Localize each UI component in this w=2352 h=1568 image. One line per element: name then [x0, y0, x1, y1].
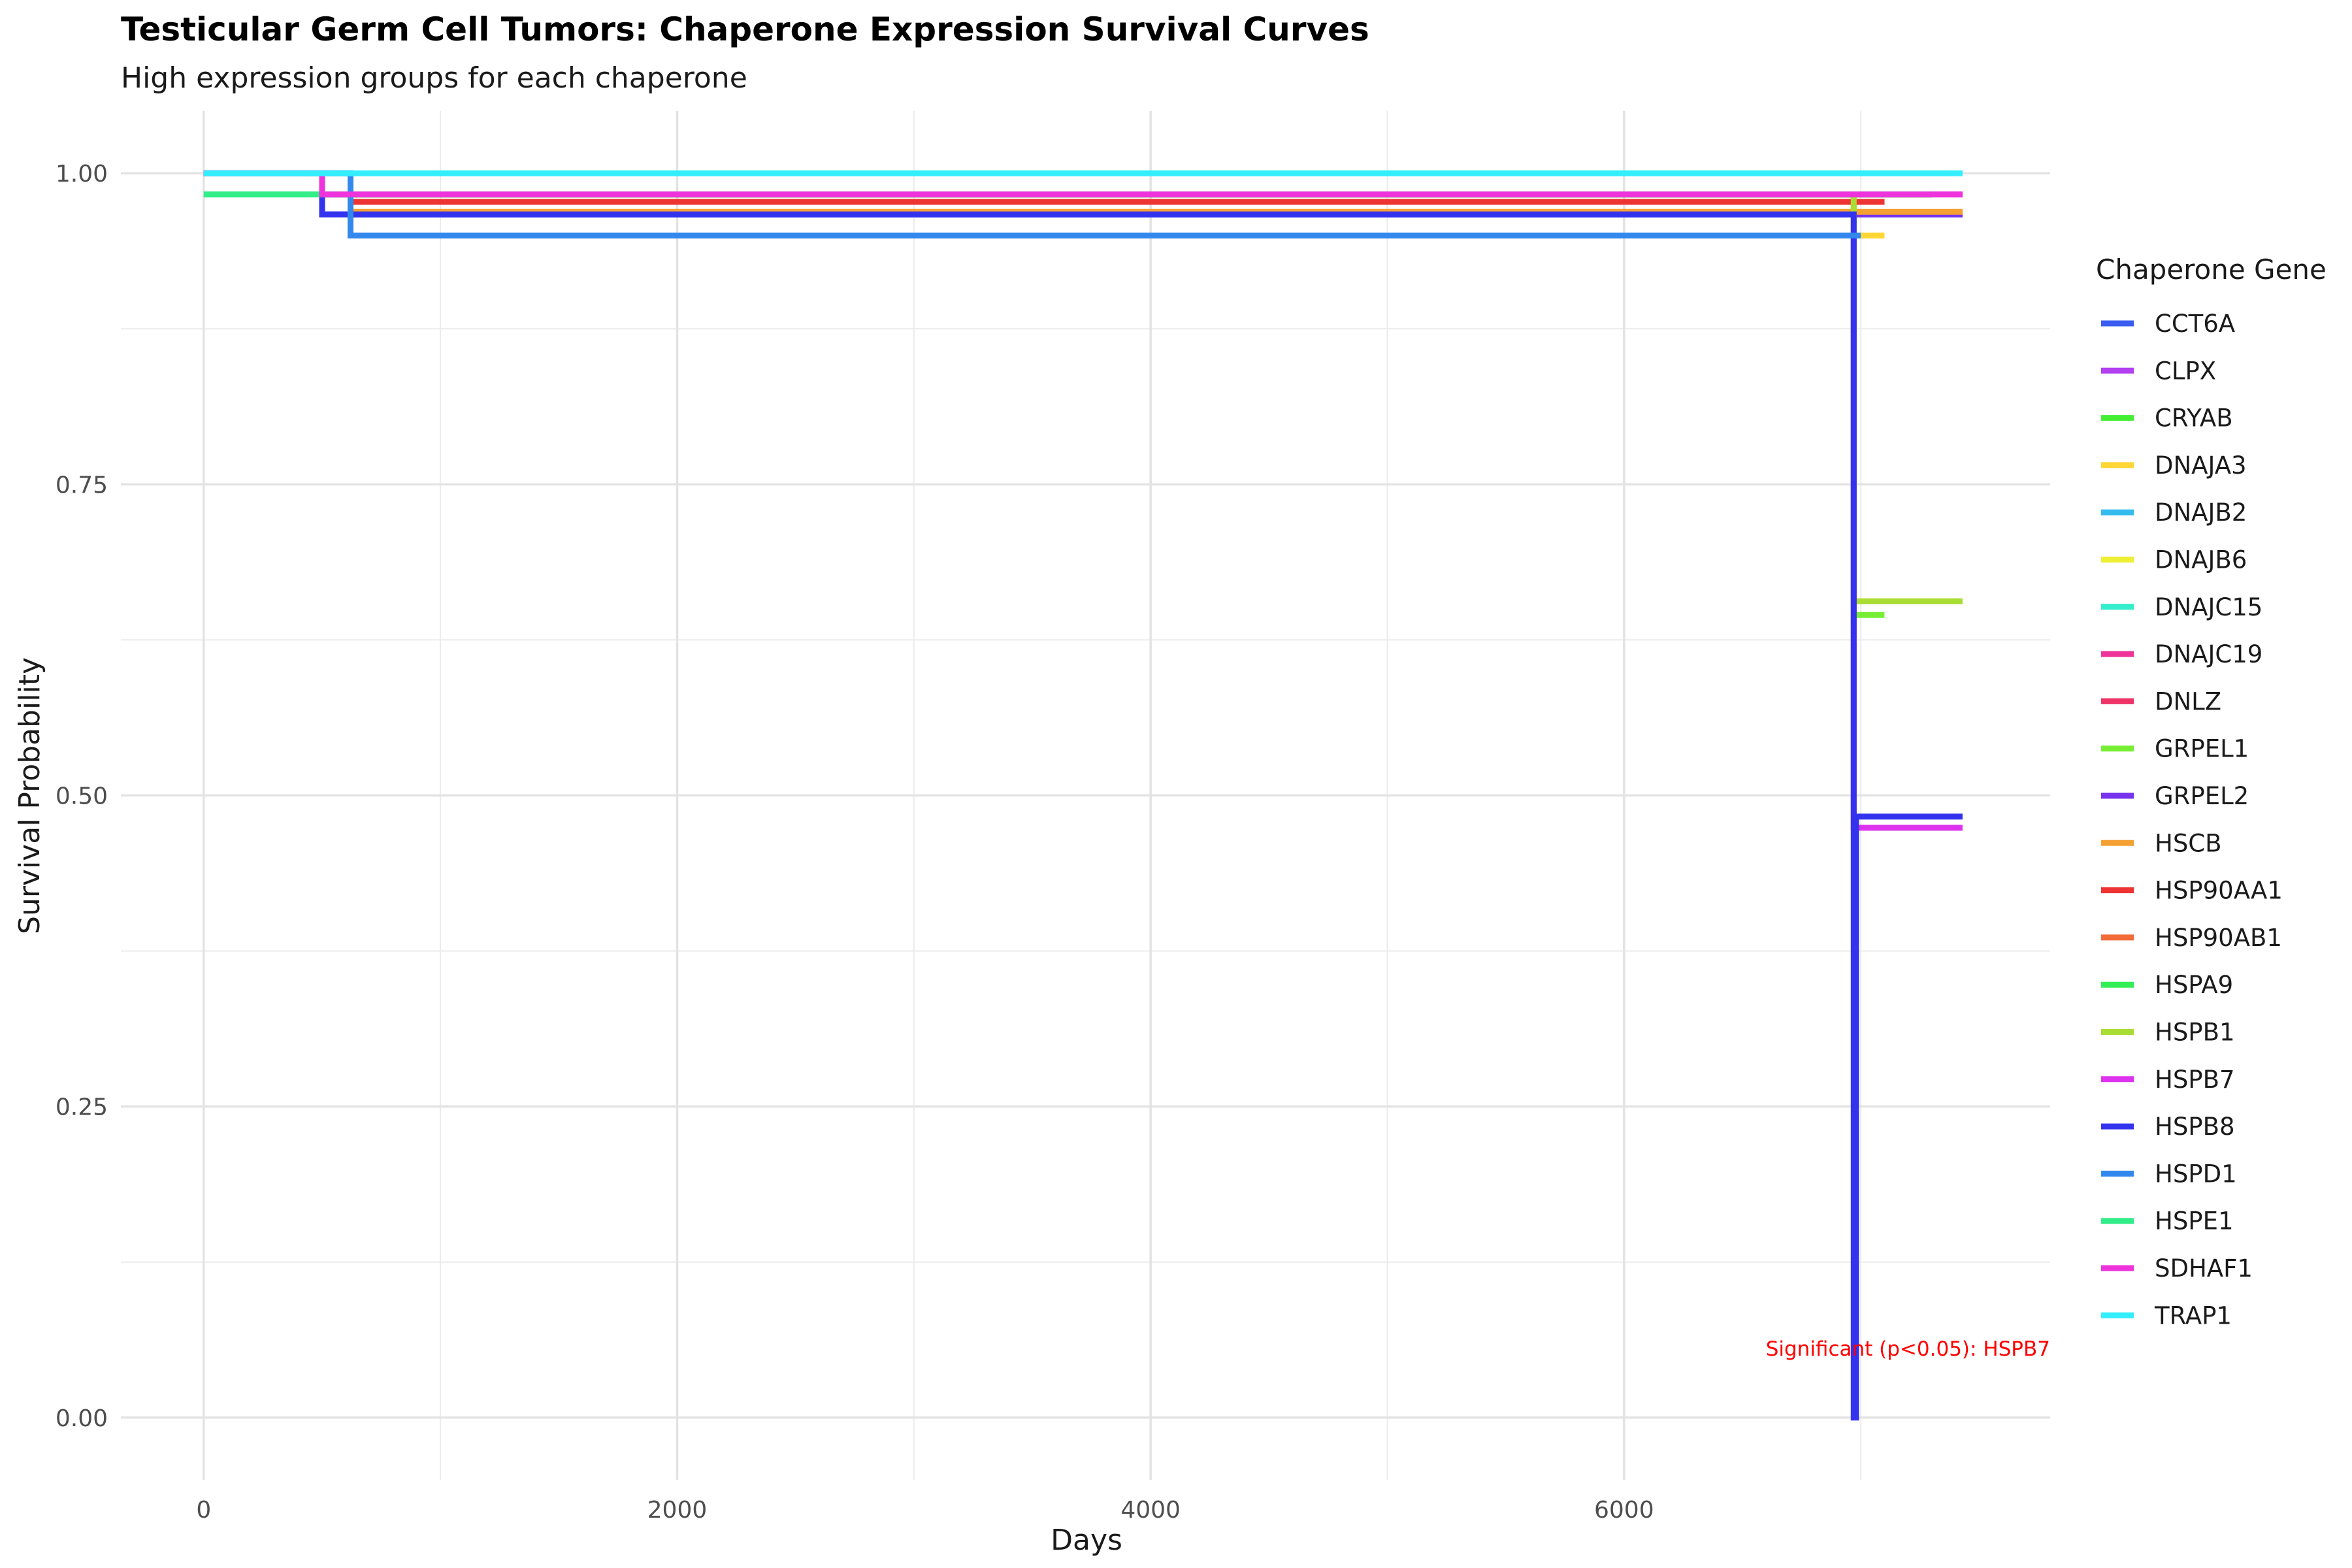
legend-item-dnajc19: DNAJC19	[2101, 640, 2262, 668]
legend-item-dnajb6: DNAJB6	[2101, 546, 2247, 574]
curve-hspb7	[203, 170, 1963, 831]
legend-item-cryab: CRYAB	[2101, 404, 2233, 433]
legend-title: Chaperone Gene	[2096, 253, 2327, 286]
x-tick-label: 2000	[647, 1497, 708, 1524]
curve-grpel1	[203, 170, 1885, 618]
y-tick-label: 0.75	[56, 472, 108, 498]
y-tick-label: 0.00	[56, 1405, 108, 1432]
legend-item-hspb7: HSPB7	[2101, 1066, 2235, 1094]
x-axis-label: Days	[1051, 1524, 1122, 1557]
legend-label: DNAJC15	[2155, 593, 2262, 621]
y-axis-label: Survival Probability	[13, 657, 46, 934]
curve-dnajb6	[203, 170, 1932, 198]
legend-label: HSPB7	[2155, 1066, 2235, 1094]
survival-curves	[203, 170, 1963, 1421]
y-tick-label: 1.00	[56, 161, 108, 188]
y-tick-label: 0.50	[56, 783, 108, 810]
legend-label: HSP90AB1	[2155, 924, 2282, 952]
curve-hsp90aa1	[203, 170, 1885, 205]
legend-label: DNAJA3	[2155, 451, 2247, 480]
significance-annotation: Significant (p<0.05): HSPB7	[1766, 1337, 2050, 1361]
legend-label: HSPD1	[2155, 1160, 2237, 1188]
legend-label: DNAJB2	[2155, 498, 2247, 527]
curve-dnlz	[203, 170, 1885, 205]
y-tick-label: 0.25	[56, 1094, 108, 1121]
legend-label: HSP90AA1	[2155, 877, 2283, 905]
axis-ticks: 0 2000 4000 6000 0.00 0.25 0.50 0.75 1.00	[56, 161, 1654, 1524]
curve-hsp90ab1	[203, 170, 1932, 198]
legend-item-sdhaf1: SDHAF1	[2101, 1254, 2253, 1282]
legend-item-grpel2: GRPEL2	[2101, 782, 2249, 810]
legend-item-hspd1: HSPD1	[2101, 1160, 2237, 1188]
legend-label: DNAJC19	[2155, 640, 2262, 668]
legend-item-clpx: CLPX	[2101, 357, 2216, 385]
legend-label: DNLZ	[2155, 687, 2221, 715]
legend-item-hspa9: HSPA9	[2101, 971, 2233, 999]
x-tick-label: 6000	[1594, 1497, 1654, 1524]
legend-item-hsp90ab1: HSP90AB1	[2101, 924, 2282, 952]
legend-item-hspb8: HSPB8	[2101, 1113, 2235, 1141]
legend-item-hscb: HSCB	[2101, 829, 2222, 857]
legend-item-dnajc15: DNAJC15	[2101, 593, 2262, 621]
legend-item-grpel1: GRPEL1	[2101, 735, 2249, 763]
legend-label: GRPEL1	[2155, 735, 2249, 763]
legend-label: CRYAB	[2155, 404, 2233, 433]
legend-label: HSPE1	[2155, 1207, 2234, 1235]
legend-item-trap1: TRAP1	[2101, 1301, 2232, 1330]
legend-item-dnajb2: DNAJB2	[2101, 498, 2247, 527]
curve-sdhaf1	[203, 170, 1963, 198]
x-tick-label: 4000	[1120, 1497, 1181, 1524]
chart-subtitle: High expression groups for each chaperon…	[121, 61, 747, 95]
curve-clpx	[203, 170, 1932, 198]
legend: CCT6A CLPX CRYAB DNAJA3 DNAJB2 DNAJB6 DNAJC15 D…	[2101, 310, 2283, 1330]
grid	[121, 111, 2050, 1480]
legend-item-dnaja3: DNAJA3	[2101, 451, 2247, 480]
curve-hspa9	[203, 170, 1932, 198]
legend-label: CCT6A	[2155, 310, 2235, 338]
legend-label: HSCB	[2155, 829, 2222, 857]
legend-label: GRPEL2	[2155, 782, 2249, 810]
curve-dnajc19	[203, 170, 1963, 198]
legend-label: SDHAF1	[2155, 1254, 2253, 1282]
legend-item-hsp90aa1: HSP90AA1	[2101, 877, 2283, 905]
chart-title: Testicular Germ Cell Tumors: Chaperone E…	[121, 10, 1369, 48]
x-tick-label: 0	[196, 1497, 211, 1524]
legend-item-cct6a: CCT6A	[2101, 310, 2235, 338]
legend-label: CLPX	[2155, 357, 2216, 385]
legend-item-dnlz: DNLZ	[2101, 687, 2221, 715]
legend-label: HSPA9	[2155, 971, 2233, 999]
legend-item-hspb1: HSPB1	[2101, 1019, 2235, 1047]
legend-item-hspe1: HSPE1	[2101, 1207, 2234, 1235]
curve-cryab	[203, 170, 1932, 198]
legend-label: HSPB1	[2155, 1019, 2235, 1047]
legend-label: TRAP1	[2154, 1301, 2232, 1330]
legend-label: HSPB8	[2155, 1113, 2235, 1141]
legend-label: DNAJB6	[2155, 546, 2247, 574]
